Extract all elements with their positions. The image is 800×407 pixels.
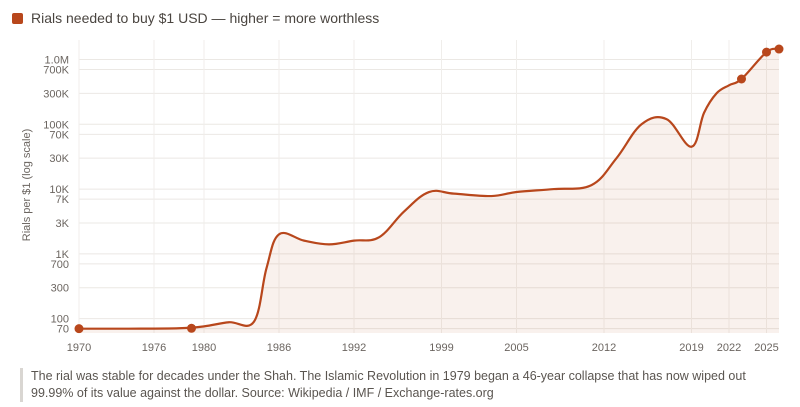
x-tick-label: 2022: [717, 342, 741, 354]
x-tick-label: 1980: [192, 342, 216, 354]
y-tick-label: 100K: [43, 119, 69, 131]
y-tick-label: 100: [51, 314, 69, 326]
x-tick-label: 1999: [429, 342, 453, 354]
x-tick-label: 2025: [754, 342, 778, 354]
y-axis-title: Rials per $1 (log scale): [21, 129, 33, 242]
grid: [78, 40, 779, 333]
y-tick-label: 7K: [56, 194, 70, 206]
legend-label: Rials needed to buy $1 USD — higher = mo…: [31, 10, 380, 26]
data-point: [737, 74, 746, 84]
x-tick-label: 2019: [679, 342, 703, 354]
legend-swatch: [12, 12, 23, 24]
caption: The rial was stable for decades under th…: [20, 368, 791, 402]
y-tick-label: 300: [51, 283, 69, 295]
y-tick-label: 1.0M: [45, 55, 69, 67]
x-ticks: 1970 1976 1980 1986 1992 1999 2005 2012 2019 2022…: [67, 342, 779, 354]
series-line: [78, 47, 780, 330]
x-tick-label: 2005: [504, 342, 528, 354]
data-point: [774, 44, 784, 54]
data-point: [187, 323, 196, 333]
series-path: [78, 47, 780, 330]
y-tick-label: 700K: [43, 65, 69, 77]
y-tick-label: 10K: [49, 184, 69, 196]
x-tick-label: 1986: [267, 342, 291, 354]
y-tick-label: 30K: [49, 153, 69, 165]
area: [79, 48, 779, 333]
legend: Rials needed to buy $1 USD — higher = mo…: [12, 10, 379, 26]
y-tick-label: 70: [57, 324, 69, 336]
x-tick-label: 1976: [142, 342, 166, 354]
markers: [74, 44, 784, 334]
y-tick-label: 70K: [49, 129, 69, 141]
x-tick-label: 2012: [592, 342, 616, 354]
y-tick-label: 1K: [56, 249, 70, 261]
y-tick-label: 3K: [56, 218, 70, 230]
area-fill: [79, 48, 779, 333]
x-tick-label: 1992: [342, 342, 366, 354]
y-tick-label: 300K: [43, 88, 69, 100]
data-point: [74, 324, 84, 334]
y-tick-label: 700: [51, 259, 69, 271]
data-point: [762, 47, 771, 57]
x-tick-label: 1970: [67, 342, 91, 354]
